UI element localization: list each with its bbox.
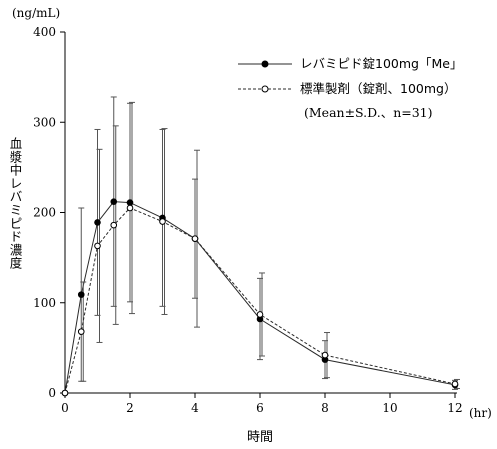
x-tick-label: 8 [321, 401, 329, 415]
x-tick-label: 2 [126, 401, 134, 415]
data-point-reference [451, 380, 459, 388]
data-point-test [126, 199, 134, 206]
y-tick-label: 400 [33, 25, 56, 39]
data-point-test [77, 291, 85, 298]
y-axis-title-char: バ [10, 189, 23, 204]
legend-marker-reference [261, 85, 269, 93]
series-line-reference [64, 207, 456, 394]
data-point-reference [126, 204, 134, 212]
data-point-reference [256, 311, 264, 318]
legend-note: (Mean±S.D.、n=31) [304, 105, 433, 120]
data-point-reference [61, 389, 69, 397]
legend-label-test: レバミピド錠100mg「Me」 [300, 56, 462, 71]
tick-labels: 0 100 200 300 400 0 2 4 6 8 10 12 [33, 25, 463, 415]
y-tick-label: 200 [33, 206, 56, 220]
x-tick-label: 6 [256, 401, 264, 415]
series-line-test [64, 201, 456, 394]
y-axis-title-char: 度 [10, 256, 23, 271]
legend-label-reference: 標準製剤（錠剤、100mg） [300, 81, 456, 96]
data-point-reference [191, 235, 199, 242]
y-axis-title-char: 血 [10, 136, 23, 151]
y-axis-title-char: ド [10, 229, 23, 244]
x-tick-label: 10 [382, 401, 397, 415]
x-unit-label: (hr) [469, 406, 492, 420]
x-axis-title: 時間 [247, 430, 273, 445]
legend-marker-test [261, 60, 269, 68]
x-tick-label: 4 [191, 401, 199, 415]
y-tick-label: 300 [33, 115, 56, 129]
x-tick-label: 0 [61, 401, 69, 415]
y-axis-title-char: 漿 [10, 149, 23, 164]
data-point-reference [321, 351, 329, 359]
data-point-test [94, 219, 101, 226]
y-axis-title-char: ミ [10, 203, 23, 218]
y-axis-title-char: レ [10, 176, 23, 191]
y-axis-title-char: ピ [10, 216, 23, 231]
y-axis-title-char: 濃 [10, 242, 23, 257]
data-point-reference [94, 242, 101, 250]
y-axis-title-char: 中 [10, 163, 23, 178]
series-layer [61, 96, 460, 397]
x-tick-label: 12 [447, 401, 462, 415]
data-point-reference [159, 218, 166, 225]
legend: レバミピド錠100mg「Me」 標準製剤（錠剤、100mg） (Mean±S.D… [238, 56, 462, 120]
data-point-test [110, 198, 118, 205]
y-tick-label: 0 [48, 386, 56, 400]
y-tick-label: 100 [33, 296, 56, 310]
data-point-reference [110, 221, 118, 229]
y-unit-label: (ng/mL) [12, 6, 60, 20]
data-point-reference [77, 328, 85, 335]
